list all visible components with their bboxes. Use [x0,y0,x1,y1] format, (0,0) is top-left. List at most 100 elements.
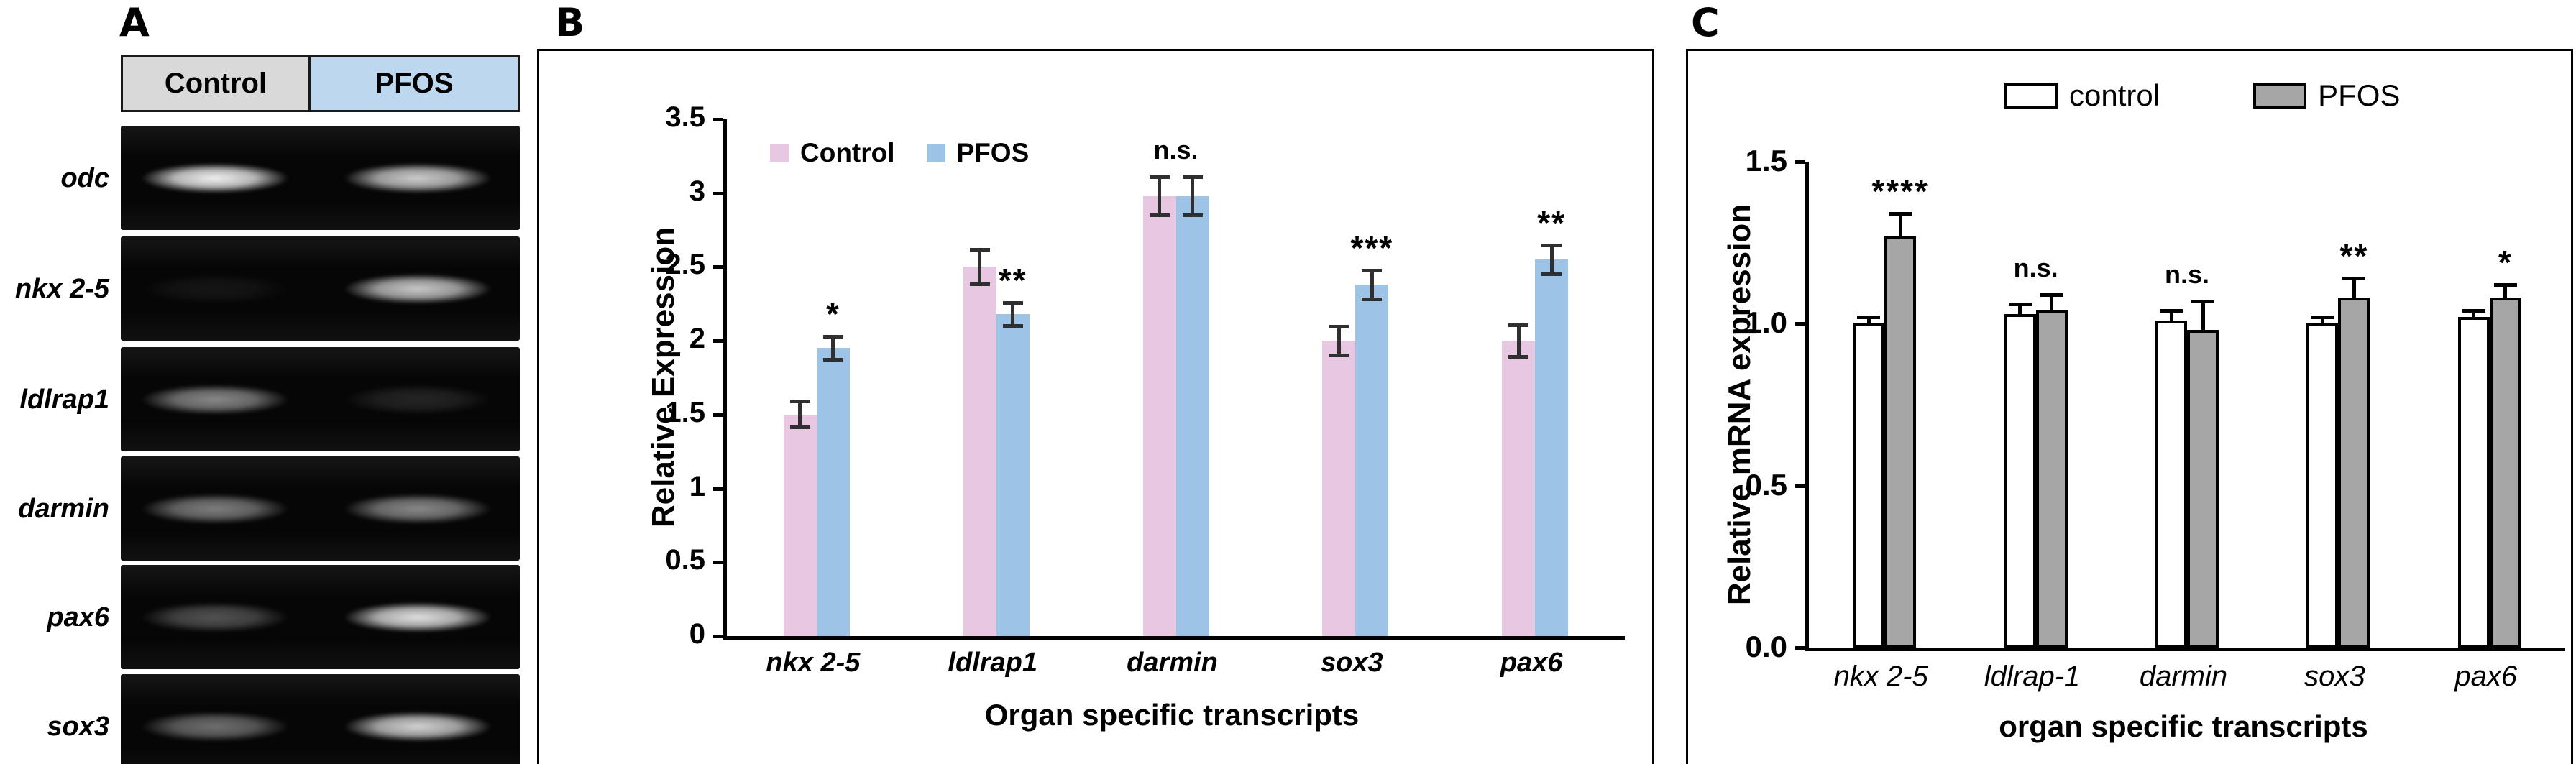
significance-label: n.s. [1153,135,1198,165]
y-tick-label: 2 [689,323,705,355]
gel-band [344,712,492,742]
legend: Control PFOS [770,138,1029,168]
error-bar-cap [1362,297,1383,301]
gel-band [141,163,289,193]
bar-pfos [2338,298,2370,648]
y-tick-mark [1795,646,1805,650]
error-bar-cap [822,334,843,339]
y-tick-mark [1795,322,1805,326]
error-bar-cap [1508,354,1529,359]
error-bar-cap [1857,316,1881,320]
gel-gene-label: sox3 [47,712,109,742]
error-bar [1191,177,1194,216]
y-tick-label: 2.5 [665,249,705,281]
significance-label: *** [1350,229,1394,267]
legend-label: PFOS [956,138,1030,167]
y-tick-label: 0.5 [1745,467,1787,502]
panel-a-label: A [119,0,150,45]
bar-control [963,267,996,636]
significance-label: n.s. [2164,259,2210,289]
error-bar [1898,213,1902,259]
error-bar-cap [2493,283,2517,287]
error-bar-cap [2040,293,2063,297]
legend-label: PFOS [2318,78,2401,112]
gel-band [344,494,492,524]
y-tick-mark [1795,484,1805,488]
legend-item: control [2004,78,2160,113]
legend-swatch [2253,83,2307,109]
error-bar [2472,310,2476,324]
x-tick-label: pax6 [2454,661,2518,692]
y-tick-label: 3.5 [665,101,705,133]
gel-lane-row [121,565,520,669]
bar-pfos [2187,330,2219,648]
bar-pfos [996,314,1030,636]
y-tick-label: 1.0 [1745,305,1787,340]
legend: control PFOS [2004,78,2400,113]
error-bar-cap [1002,323,1023,328]
significance-label: ** [1537,203,1566,241]
chart-plot: * ** n.s. *** ** Control PFOS [723,119,1625,640]
gel-gene-label: ldlrap1 [19,385,109,415]
error-bar [1158,177,1161,216]
error-bar-cap [1149,175,1170,180]
legend-swatch [926,144,945,162]
error-bar-cap [2462,309,2485,313]
gel-lane-row [121,347,520,451]
bar-control [2457,317,2490,648]
y-tick-label: 0.0 [1745,630,1787,663]
x-axis-label: Organ specific transcripts [984,698,1360,732]
bar-pfos [1535,259,1569,636]
gel-lane-row [121,674,520,764]
legend-swatch [770,144,789,162]
error-bar [1011,302,1015,326]
error-bar-cap [1329,324,1349,328]
bar-pfos [2035,310,2068,648]
bar-pfos [2489,298,2521,648]
error-bar-cap [1329,353,1349,357]
legend-swatch [2004,83,2058,109]
x-tick-label: darmin [1127,648,1218,678]
bar-pfos [1355,285,1389,636]
gel-gene-label: odc [60,163,109,193]
gel-band [141,385,289,415]
error-bar-cap [789,425,810,430]
gel-band [344,602,492,632]
panel-b-label: B [555,0,585,45]
y-tick-mark [713,118,723,121]
error-bar-cap [1541,272,1562,276]
y-tick-label: 1.5 [665,396,705,428]
significance-label: ** [998,261,1027,299]
error-bar [1866,317,1871,331]
x-tick-label: sox3 [1320,648,1383,678]
error-bar-cap [1182,175,1203,180]
gel-band [344,163,492,193]
gel-band [141,602,289,632]
gel-lane-row [121,236,520,341]
error-bar-cap [2311,316,2334,320]
y-tick-label: 1.5 [1745,144,1787,178]
significance-label: **** [1871,172,1929,211]
gel-lane-row [121,126,520,230]
y-tick-mark [713,561,723,565]
legend-item: Control [770,138,895,168]
y-tick-label: 1 [689,470,705,502]
error-bar [798,401,802,428]
error-bar-cap [1889,212,1912,216]
error-bar-cap [789,400,810,404]
bar-pfos [1884,236,1917,648]
gel-lane-row [121,456,520,561]
legend-item: PFOS [2253,78,2400,113]
y-tick-mark [713,413,723,417]
bar-control [1322,341,1356,636]
y-tick-label: 3 [689,175,705,207]
gel-gene-label: nkx 2-5 [15,274,109,304]
y-tick-label: 0.5 [665,544,705,576]
error-bar-cap [1182,213,1203,217]
y-tick-label: 0 [689,618,705,650]
gel-column-header-pfos: PFOS [308,55,520,112]
y-tick-mark [713,191,723,195]
error-bar-cap [2008,303,2032,307]
error-bar [2201,300,2205,359]
bar-control [1142,195,1176,636]
